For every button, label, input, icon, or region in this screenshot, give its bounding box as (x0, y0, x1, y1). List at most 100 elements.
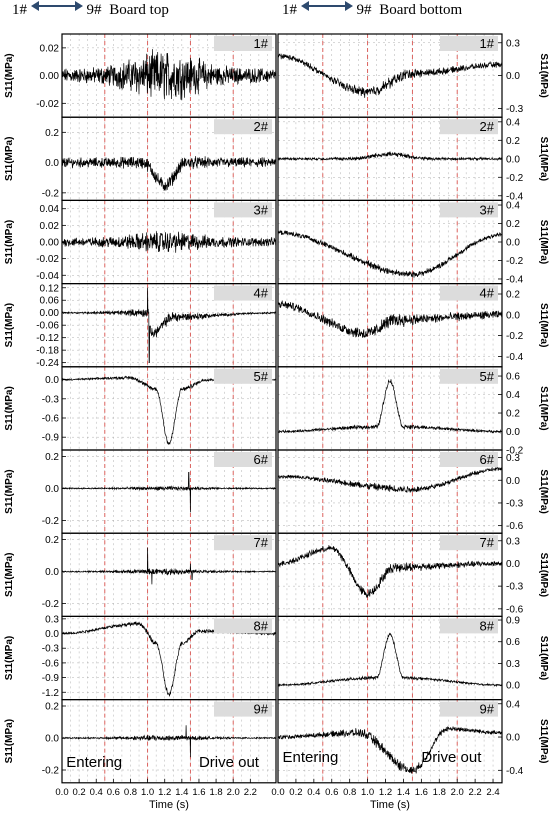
x-tick-label: 0.8 (343, 787, 356, 798)
y-tick-label: 0.00 (40, 71, 60, 82)
y-tick-label: -0.02 (36, 99, 59, 110)
panel-top-2: 2# 0.2 0.0 -0.2 S11(MPa) (4, 116, 277, 201)
x-tick-label: 1.4 (397, 787, 410, 798)
signal-trace (61, 49, 277, 101)
panel-label: 3# (480, 202, 495, 217)
y-tick-label: 0.00 (40, 238, 60, 249)
y-axis-label: S11(MPa) (538, 553, 549, 597)
panel-label: 9# (254, 702, 269, 717)
y-tick-label: 0.02 (40, 221, 60, 232)
panel-label-box (440, 36, 498, 51)
y-tick-label: 0.2 (45, 702, 59, 713)
y-tick-label: -0.3 (506, 582, 524, 593)
panel-top-7: 7# 0.2 0.0 -0.2 S11(MPa) (4, 532, 277, 618)
header-left-to: 9# (86, 2, 102, 18)
y-tick-label: -0.04 (36, 271, 59, 282)
y-axis-label: S11(MPa) (538, 469, 549, 513)
y-tick-label: 0.0 (45, 375, 59, 386)
panel-label: 2# (480, 119, 495, 134)
y-tick-label: -0.2 (42, 599, 60, 610)
x-tick-label: 2.2 (469, 787, 482, 798)
panel-grid (278, 366, 502, 451)
x-tick-label: 0.6 (325, 787, 338, 798)
x-tick-label: 2.0 (451, 787, 464, 798)
panel-label: 9# (480, 702, 495, 717)
y-tick-label: -0.4 (506, 766, 524, 777)
y-tick-label: -0.4 (506, 352, 524, 363)
y-axis-label: S11(MPa) (4, 469, 15, 513)
panel-label: 4# (480, 286, 495, 301)
signal-trace (277, 632, 503, 688)
signal-trace (61, 287, 277, 363)
y-axis-label: S11(MPa) (538, 719, 549, 763)
y-tick-label: 0.0 (506, 154, 520, 165)
x-tick-label: 2.2 (244, 787, 257, 798)
y-tick-label: 0.2 (45, 452, 59, 463)
y-tick-label: -0.24 (36, 358, 59, 369)
panel-grid (278, 200, 502, 284)
y-tick-label: -0.2 (42, 766, 60, 777)
panel-bottom-8: 8# 0.9 0.6 0.3 0.0 S11(MPa) (277, 616, 549, 701)
signal-trace (277, 378, 503, 434)
signal-trace (61, 156, 277, 191)
y-tick-label: 0.3 (506, 453, 520, 464)
y-tick-label: -0.2 (42, 188, 60, 199)
y-tick-label: 0.0 (506, 476, 520, 487)
y-axis-label: S11(MPa) (4, 220, 15, 264)
y-tick-label: -0.6 (506, 604, 524, 615)
y-tick-label: 0.12 (40, 283, 60, 294)
y-axis-label: S11(MPa) (538, 303, 549, 347)
x-tick-label: 0.4 (90, 787, 103, 798)
y-tick-label: 0.4 (506, 390, 520, 401)
panel-top-9: 9# 0.2 0.0 -0.2 S11(MPa) 0.0 0.2 0.4 0.6 0.8 1.0 1.… (4, 698, 277, 811)
y-tick-label: -0.4 (506, 191, 524, 202)
panel-label: 7# (254, 535, 269, 550)
header-left-from: 1# (12, 2, 27, 18)
annotation-label: Drive out (421, 749, 482, 766)
panel-label-box (214, 202, 272, 218)
plot-frame (277, 698, 503, 784)
panel-label: 7# (480, 535, 495, 550)
y-tick-label: 0.0 (506, 559, 520, 570)
y-tick-label: 0.0 (506, 238, 520, 249)
y-tick-label: 0.0 (506, 71, 520, 82)
y-axis-label: S11(MPa) (4, 386, 15, 430)
panel-top-1: 1# 0.02 0.00 -0.02 S11(MPa) (4, 33, 277, 118)
panel-label-box (214, 119, 272, 135)
y-axis-label: S11(MPa) (4, 636, 15, 680)
y-tick-label: -1.2 (42, 688, 60, 699)
header-right-title: Board bottom (379, 2, 463, 18)
x-tick-label: 0.0 (55, 787, 68, 798)
panel-grid (278, 450, 502, 534)
panel-label-box (214, 36, 272, 51)
signal-trace (277, 726, 503, 774)
panel-label-box (214, 368, 272, 384)
panel-bottom-3: 3# 0.4 0.2 0.0 -0.2 -0.4 S11(MPa) (277, 199, 549, 285)
y-axis-label: S11(MPa) (538, 220, 549, 264)
panel-label: 4# (254, 286, 269, 301)
x-tick-label: 1.0 (141, 787, 154, 798)
x-axis-label: Time (s) (370, 799, 410, 811)
y-tick-label: -0.12 (36, 333, 59, 344)
panel-grid (62, 699, 276, 783)
y-tick-label: 0.00 (40, 308, 60, 319)
signal-trace (277, 151, 503, 162)
y-tick-label: -0.3 (42, 644, 60, 655)
y-tick-label: 0.2 (45, 535, 59, 546)
panel-label-box (440, 701, 498, 717)
y-tick-label: 0.0 (45, 567, 59, 578)
y-tick-label: -0.4 (506, 274, 524, 285)
signal-trace (61, 725, 277, 758)
x-tick-label: 1.6 (415, 787, 428, 798)
y-tick-label: 0.0 (45, 734, 59, 745)
header-right-to: 9# (356, 2, 372, 18)
panel-top-8: 8# 0.3 0.0 -0.3 -0.6 -0.9 -1.2 S11(MPa) (4, 614, 277, 701)
y-tick-label: 0.4 (506, 201, 520, 212)
panel-bottom-4: 4# 0.2 0.0 -0.2 -0.4 S11(MPa) (277, 283, 549, 368)
y-tick-label: 0.6 (506, 372, 520, 383)
x-tick-label: 2.0 (227, 787, 240, 798)
y-tick-label: -0.3 (506, 498, 524, 509)
y-tick-label: -0.06 (36, 321, 59, 332)
y-tick-label: 0.2 (506, 219, 520, 230)
